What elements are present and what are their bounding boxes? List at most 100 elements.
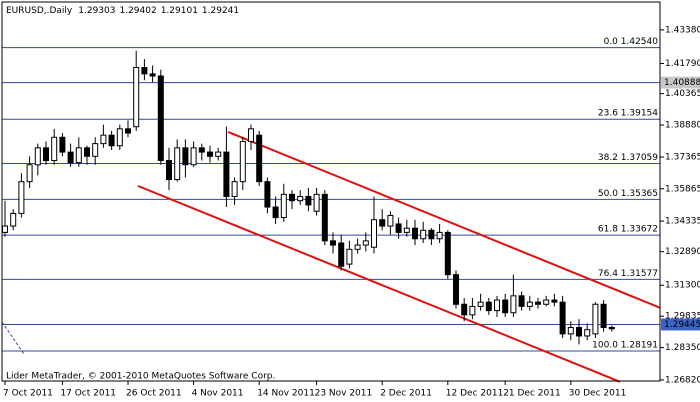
candle-body — [289, 193, 295, 202]
y-tick-label: 1.35865 — [665, 184, 700, 194]
candle-body — [592, 303, 599, 335]
candle-body — [59, 136, 66, 153]
candle-body — [551, 299, 558, 303]
candle-body — [412, 227, 418, 240]
x-tick-label: 30 Dec 2011 — [569, 389, 627, 399]
candle-body — [469, 305, 476, 316]
candle-body — [600, 303, 607, 329]
candle-body — [502, 299, 509, 314]
y-tick-label: 1.38880 — [665, 121, 700, 131]
fib-label: 100.0 1.28191 — [592, 340, 658, 350]
candle-body — [321, 193, 328, 242]
candle-body — [51, 136, 58, 162]
x-tick-label: 14 Nov 2011 — [257, 389, 315, 399]
symbol: EURUSD,.Daily — [6, 6, 73, 16]
candle-body — [198, 147, 205, 153]
price-box-label: 1.29445 — [664, 320, 700, 330]
candle-body — [190, 147, 197, 166]
candle-body — [428, 229, 435, 240]
y-tick-label: 1.28350 — [665, 343, 700, 353]
y-tick-label: 1.40365 — [665, 89, 700, 99]
y-tick-label: 1.41790 — [665, 59, 700, 69]
y-tick-label: 1.29835 — [665, 312, 700, 322]
low-value: 1.29101 — [161, 6, 198, 16]
candle-body — [272, 206, 279, 219]
plot-area: 0.0 1.42540 23.6 1.39154 38.2 1.37059 50.0 … — [2, 37, 661, 383]
candle-body — [43, 147, 49, 162]
candle-body — [371, 219, 377, 248]
candle-body — [453, 274, 459, 305]
candle-body — [34, 147, 41, 166]
candle-body — [92, 143, 99, 157]
x-tick-label: 17 Oct 2011 — [60, 389, 116, 399]
dashed-line — [1, 321, 25, 355]
candle-body — [133, 67, 140, 128]
y-tick-label: 1.32890 — [665, 247, 700, 257]
candle-body — [116, 128, 123, 147]
candle-body — [420, 229, 427, 240]
x-tick-label: 21 Dec 2011 — [503, 389, 561, 399]
candle-body — [67, 151, 74, 164]
candle-body — [477, 301, 484, 307]
candle-body — [444, 231, 451, 276]
price-box — [661, 76, 700, 89]
candle-body — [346, 248, 353, 265]
candle-body — [2, 225, 8, 233]
fib-label: 0.0 1.42540 — [604, 37, 659, 47]
candle-body — [387, 214, 394, 227]
y-tick-label: 1.26820 — [665, 375, 700, 385]
x-tick-label: 23 Nov 2011 — [315, 389, 373, 399]
candle-body — [149, 73, 156, 77]
candle-body — [18, 181, 25, 214]
y-tick-label: 1.43380 — [665, 25, 700, 35]
x-tick-label: 2 Dec 2011 — [380, 389, 432, 399]
x-tick-label: 26 Oct 2011 — [126, 389, 182, 399]
candle-body — [362, 240, 369, 246]
fib-label: 23.6 1.39154 — [598, 109, 658, 119]
chart-header: EURUSD,.Daily 1.29303 1.29402 1.29101 1.2924… — [6, 6, 239, 16]
candle-body — [313, 193, 320, 212]
footer: Lider MetaTrader, © 2001-2010 MetaQuotes… — [6, 372, 275, 382]
candle-body — [157, 75, 164, 162]
x-tick-label: 4 Nov 2011 — [192, 389, 244, 399]
candle-body — [174, 147, 181, 181]
x-tick-label: 7 Oct 2011 — [3, 389, 53, 399]
high-value: 1.29402 — [119, 6, 156, 16]
candle-body — [494, 299, 500, 312]
candle-body — [436, 231, 443, 240]
candle-body — [567, 327, 574, 335]
y-tick-label: 1.34335 — [665, 217, 700, 227]
candle-body — [354, 244, 361, 250]
candle-body — [518, 295, 525, 307]
candle-body — [403, 227, 410, 233]
candle-body — [84, 147, 90, 157]
candle-body — [395, 223, 402, 233]
candle-body — [75, 147, 82, 164]
open-value: 1.29303 — [78, 6, 115, 16]
candle-body — [10, 212, 17, 227]
candle-body — [330, 240, 336, 246]
x-tick-label: 12 Dec 2011 — [446, 389, 504, 399]
candle-body — [100, 134, 107, 145]
candle-body — [223, 151, 230, 197]
candle-body — [26, 164, 33, 183]
candle-body — [461, 303, 468, 316]
candle-body — [576, 327, 582, 337]
fib-label: 50.0 1.35365 — [598, 189, 658, 199]
candle-body — [215, 151, 222, 157]
candle-body — [305, 195, 312, 206]
candle-body — [584, 329, 591, 337]
candle-body — [231, 181, 238, 197]
plot-border — [1, 1, 661, 382]
candle-body — [264, 181, 271, 208]
trend-line — [227, 130, 661, 309]
candle-body — [141, 67, 148, 75]
trend-line — [137, 184, 621, 383]
y-tick-label: 1.37365 — [665, 153, 700, 163]
candle-body — [248, 128, 254, 143]
candle-body — [125, 128, 131, 134]
candle-body — [239, 141, 246, 183]
candle-body — [485, 301, 492, 312]
candle-body — [207, 151, 213, 157]
